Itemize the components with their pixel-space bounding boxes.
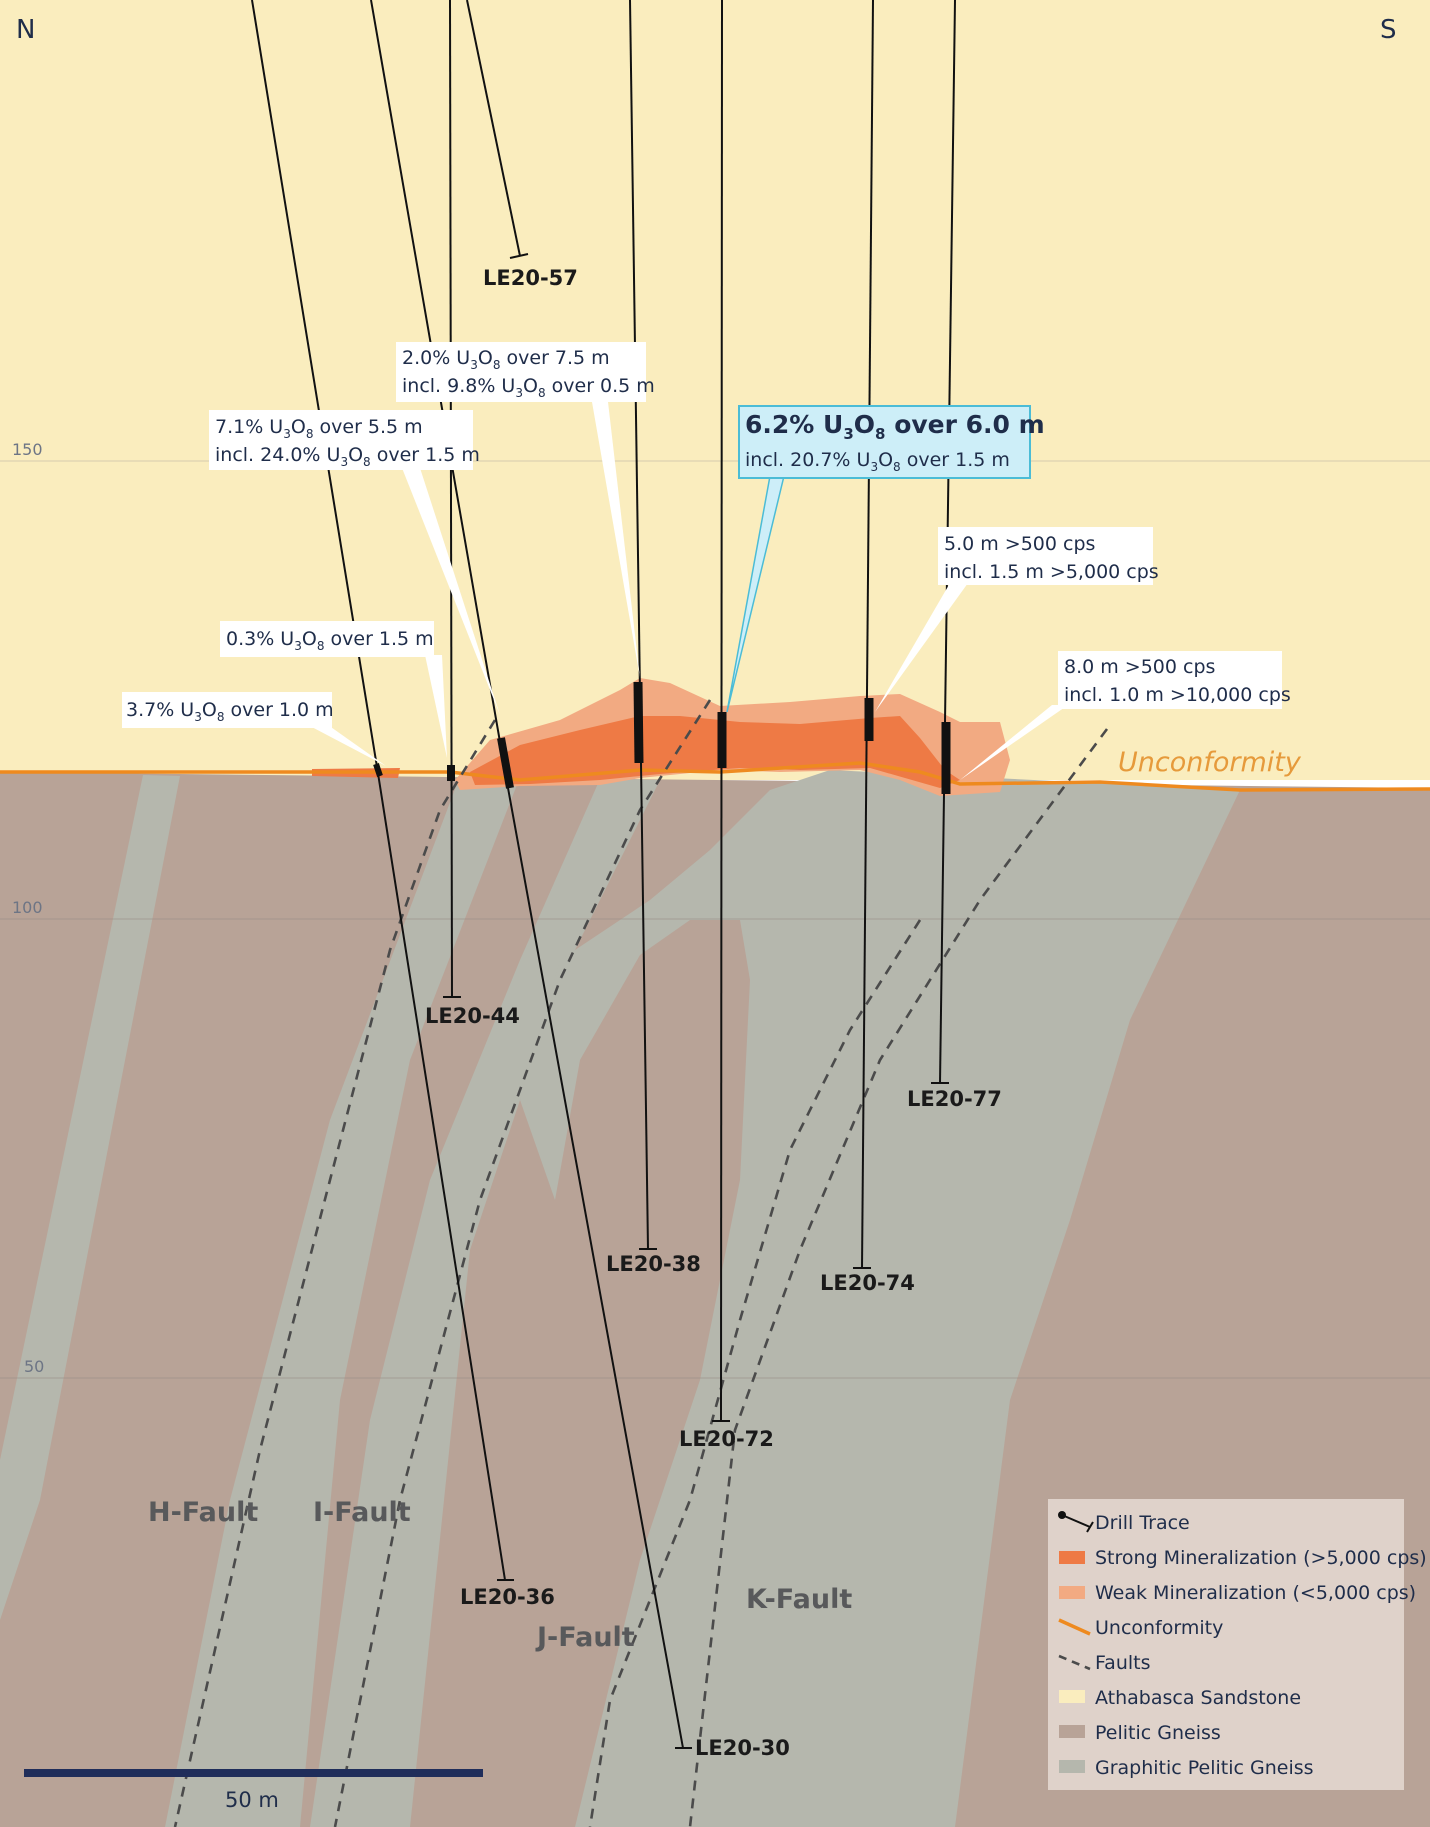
i-fault-label: I-Fault — [313, 1497, 411, 1528]
intercept-le20-36 — [373, 763, 383, 777]
legend-label-faults: Faults — [1095, 1652, 1151, 1674]
legend: Drill Trace Strong Mineralization (>5,00… — [1048, 1499, 1427, 1790]
callout-line-2: incl. 20.7% U3O8 over 1.5 m — [745, 449, 1010, 474]
k-fault-label: K-Fault — [746, 1584, 852, 1615]
callout-box — [738, 405, 1031, 479]
legend-label-sandstone: Athabasca Sandstone — [1095, 1687, 1301, 1709]
pointer-c6 — [308, 725, 386, 766]
drill-trace-le20-44 — [449, 0, 453, 998]
callout-le20-74: 5.0 m >500 cps incl. 1.5 m >5,000 cps — [938, 527, 1159, 585]
callout-box — [396, 342, 646, 402]
pointer-c1 — [592, 402, 640, 678]
legend-pelitic-swatch — [1059, 1725, 1085, 1738]
callout-line-1: 6.2% U3O8 over 6.0 m — [745, 410, 1045, 443]
callout-le20-77: 8.0 m >500 cps incl. 1.0 m >10,000 cps — [1058, 651, 1291, 709]
callout-box — [938, 527, 1153, 585]
callout-le20-36: 3.7% U3O8 over 1.0 m — [122, 692, 334, 728]
strong-mineralization-zone — [470, 716, 960, 788]
drill-label-le20-74: LE20-74 — [820, 1271, 915, 1295]
scale-bar: 50 m — [24, 1769, 483, 1812]
legend-box — [1048, 1499, 1404, 1790]
callout-line-2: incl. 24.0% U3O8 over 1.5 m — [215, 444, 480, 469]
callout-line-1: 7.1% U3O8 over 5.5 m — [215, 416, 423, 441]
drill-trace-le20-74 — [861, 0, 874, 1269]
callout-le20-38: 2.0% U3O8 over 7.5 m incl. 9.8% U3O8 ove… — [396, 342, 655, 402]
callout-pointers — [308, 402, 1068, 780]
drill-label-le20-44: LE20-44 — [425, 1004, 520, 1028]
callout-line-2: incl. 1.5 m >5,000 cps — [944, 561, 1159, 583]
pointer-c5 — [425, 655, 447, 758]
j-fault-trace — [588, 919, 922, 1827]
k-fault-trace — [688, 728, 1109, 1827]
graphitic-band-2 — [165, 776, 520, 1827]
graphitic-band-4 — [520, 770, 1240, 1827]
callout-box — [220, 621, 434, 657]
callout-le20-44: 0.3% U3O8 over 1.5 m — [220, 621, 434, 657]
callout-box — [1058, 651, 1282, 709]
legend-label-graphitic: Graphitic Pelitic Gneiss — [1095, 1757, 1314, 1779]
unconformity-line — [0, 761, 1430, 792]
legend-graphitic-swatch — [1059, 1760, 1085, 1773]
intercept-le20-30 — [497, 737, 514, 789]
legend-label-unconformity: Unconformity — [1095, 1617, 1223, 1639]
h-fault-trace — [173, 719, 497, 1827]
elevation-label-100: 100 — [12, 898, 43, 917]
callout-line-1: 2.0% U3O8 over 7.5 m — [402, 347, 610, 372]
drill-label-le20-77: LE20-77 — [907, 1087, 1002, 1111]
callout-line-2: incl. 9.8% U3O8 over 0.5 m — [402, 375, 655, 400]
legend-faults-swatch — [1058, 1654, 1091, 1671]
drill-label-le20-30: LE20-30 — [695, 1736, 790, 1760]
end-tick-le20-57 — [509, 253, 529, 259]
drill-trace-le20-57 — [466, 0, 521, 257]
legend-label-drill-trace: Drill Trace — [1095, 1512, 1190, 1534]
legend-drill-trace-symbol — [1058, 1511, 1094, 1533]
callout-box — [122, 692, 332, 728]
callout-line-1: 0.3% U3O8 over 1.5 m — [226, 628, 434, 653]
drill-label-le20-38: LE20-38 — [606, 1252, 701, 1276]
drill-trace-le20-38 — [629, 0, 649, 1250]
legend-label-strong: Strong Mineralization (>5,000 cps) — [1095, 1547, 1427, 1569]
pointer-c7 — [960, 705, 1068, 780]
callout-line-1: 8.0 m >500 cps — [1064, 656, 1215, 678]
scale-bar-label: 50 m — [225, 1788, 279, 1812]
intercept-bars — [373, 681, 951, 794]
faults — [173, 699, 1109, 1827]
graphitic-band-3 — [310, 779, 660, 1827]
callout-line-1: 5.0 m >500 cps — [944, 533, 1095, 555]
intercept-le20-38 — [633, 681, 644, 764]
legend-label-pelitic: Pelitic Gneiss — [1095, 1722, 1221, 1744]
pointer-c4 — [875, 583, 968, 712]
legend-label-weak: Weak Mineralization (<5,000 cps) — [1095, 1582, 1416, 1604]
legend-strong-swatch — [1059, 1551, 1085, 1564]
callout-line-2: incl. 1.0 m >10,000 cps — [1064, 684, 1291, 706]
elevation-label-150: 150 — [12, 440, 43, 459]
drill-label-le20-36: LE20-36 — [460, 1585, 555, 1609]
callout-box — [209, 410, 473, 470]
h-fault-label: H-Fault — [148, 1497, 258, 1528]
drill-end-ticks — [443, 253, 949, 1749]
legend-sandstone-swatch — [1059, 1690, 1085, 1703]
callout-le20-72-highlight: 6.2% U3O8 over 6.0 m incl. 20.7% U3O8 ov… — [738, 405, 1045, 479]
i-fault-trace — [333, 699, 712, 1827]
drill-label-le20-72: LE20-72 — [679, 1427, 774, 1451]
callout-le20-30: 7.1% U3O8 over 5.5 m incl. 24.0% U3O8 ov… — [209, 410, 480, 470]
legend-unconformity-swatch — [1058, 1618, 1091, 1636]
south-label: S — [1380, 15, 1397, 45]
legend-weak-swatch — [1059, 1586, 1085, 1599]
callout-line-1: 3.7% U3O8 over 1.0 m — [126, 699, 334, 724]
unconformity-label: Unconformity — [1118, 747, 1302, 778]
pointer-c2 — [402, 468, 500, 715]
j-fault-label: J-Fault — [535, 1622, 635, 1653]
drill-trace-le20-72 — [720, 0, 723, 1422]
graphitic-band-1 — [0, 775, 180, 1620]
elevation-label-50: 50 — [24, 1357, 44, 1376]
drill-label-le20-57: LE20-57 — [483, 266, 578, 290]
north-label: N — [16, 15, 35, 45]
